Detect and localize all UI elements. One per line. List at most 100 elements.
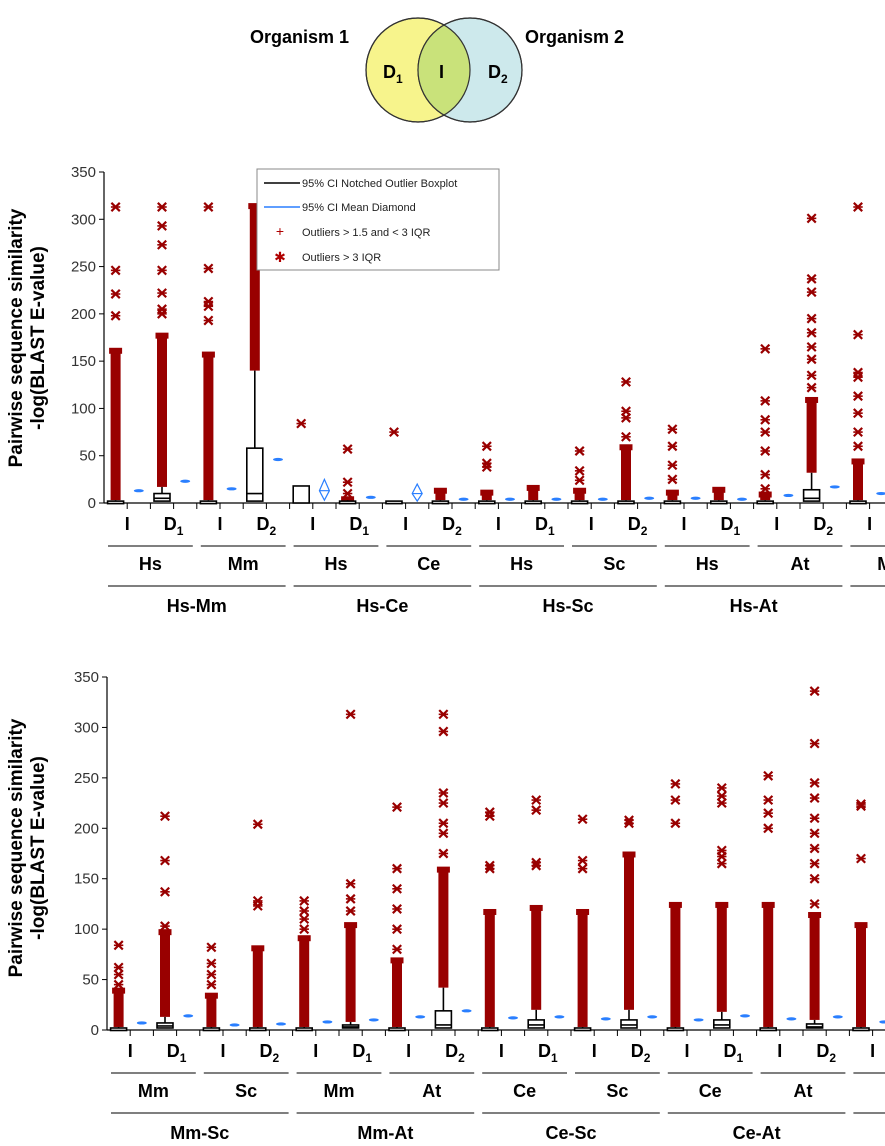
outlier-extreme [809,843,820,854]
box-iqr [666,1027,685,1032]
y-axis-label-line1: Pairwise sequence similarity [6,718,27,977]
mean-marker [647,1015,658,1019]
box-iqr [202,1027,221,1032]
outlier-column [299,937,310,1027]
y-axis-label-line2: -log(BLAST E-value) [28,756,49,940]
box-iqr [480,1027,499,1032]
outlier-extreme [577,814,588,825]
outlier-extreme [484,807,495,818]
outlier-column [856,924,866,1027]
outlier-extreme [206,969,217,980]
outlier-extreme [392,903,402,914]
outlier-extreme [157,288,167,299]
y-tick-label: 150 [71,353,96,370]
box-iqr [620,1019,638,1029]
outlier-column-cap [805,396,819,403]
outlier-column [203,353,214,501]
outlier-column-cap [573,487,587,494]
set-label: I [220,1041,225,1061]
outlier-extreme [809,873,820,884]
outlier-extreme [670,818,681,829]
y-tick-label: 150 [74,871,99,888]
outlier-column-cap [622,851,636,858]
organism-label: Sc [606,1081,628,1101]
box-Ce-At-Ce-D1 [712,782,750,1029]
outlier-column-cap [248,203,262,210]
outlier-column [435,489,446,501]
legend-label-boxplot: 95% CI Notched Outlier Boxplot [302,178,457,190]
set-label: D2 [442,514,462,538]
box-Mm-Sc-Mm-D1 [156,811,194,1029]
legend-symbol-plus: + [276,223,284,239]
set-label: I [499,1041,504,1061]
outlier-extreme [760,414,771,425]
y-tick-label: 250 [71,259,96,276]
outlier-column [206,994,217,1027]
organism-label: Sc [235,1081,257,1101]
box-iqr [292,485,311,504]
organism-label: Hs [139,554,162,574]
outlier-extreme [574,465,585,476]
outlier-extreme [113,962,124,973]
outlier-extreme [809,793,820,804]
outlier-extreme [853,391,863,402]
y-tick-label: 50 [79,448,96,465]
outlier-extreme [392,944,402,955]
outlier-column-cap [576,908,590,915]
box-Mm-At-Mm-D1 [341,709,379,1029]
box-iqr [712,1019,731,1029]
box-Ce-At-At-D2 [805,686,843,1029]
box-Mm-Sc-Mm-I [109,940,147,1032]
outlier-extreme [438,818,449,829]
box-iqr [431,500,450,505]
set-label: D2 [631,1041,651,1065]
set-label: D1 [724,1041,744,1065]
box-iqr [849,500,867,505]
outlier-column [438,868,449,988]
outlier-extreme [438,828,449,839]
y-axis-label-line1: Pairwise sequence similarity [6,208,27,467]
legend: + ✱ 95% CI Notched Outlier Boxplot 95% C… [256,168,500,271]
outlier-extreme [157,265,167,276]
outlier-extreme [806,213,817,224]
outlier-column-cap [201,351,215,358]
box-Mm-At-Mm-I [295,895,333,1032]
outlier-extreme [110,310,121,321]
outlier-column-cap [158,929,172,936]
box-iqr [199,500,218,505]
venn-region-d1: D1 [383,62,403,86]
mean-marker [136,1021,147,1025]
outlier-extreme [809,738,820,749]
outlier-extreme [342,477,353,488]
outlier-extreme [438,726,449,737]
outlier-column [481,491,492,501]
outlier-extreme [667,460,678,471]
outlier-extreme [252,819,263,830]
set-label: D2 [257,514,277,538]
set-label: D2 [260,1041,280,1065]
outlier-extreme [806,341,817,352]
box-iqr [527,1019,546,1029]
mean-marker [786,1017,797,1021]
pair-label: Mm-At [357,1123,413,1143]
outlier-extreme [574,446,585,456]
box-Hs-At-At-D2 [802,213,840,502]
box-Hs-Sc-Hs-D1 [524,484,562,505]
mean-marker [226,487,237,491]
outlier-column-cap [341,496,355,503]
outlier-extreme [392,863,402,874]
outlier-extreme [670,795,681,806]
box-iqr [249,1027,267,1032]
mean-marker [505,497,515,501]
y-tick-label: 350 [74,669,99,686]
y-tick-label: 300 [71,211,96,228]
mean-marker [783,493,794,498]
mean-marker [693,1018,704,1022]
box-Mm-Sc-Sc-I [202,942,240,1032]
organism-label: Mm [324,1081,355,1101]
outlier-extreme [806,273,817,284]
mean-marker [276,1022,286,1026]
outlier-column-cap [112,987,126,994]
pair-label: Hs-Mm [167,596,227,616]
outlier-extreme [621,431,631,442]
